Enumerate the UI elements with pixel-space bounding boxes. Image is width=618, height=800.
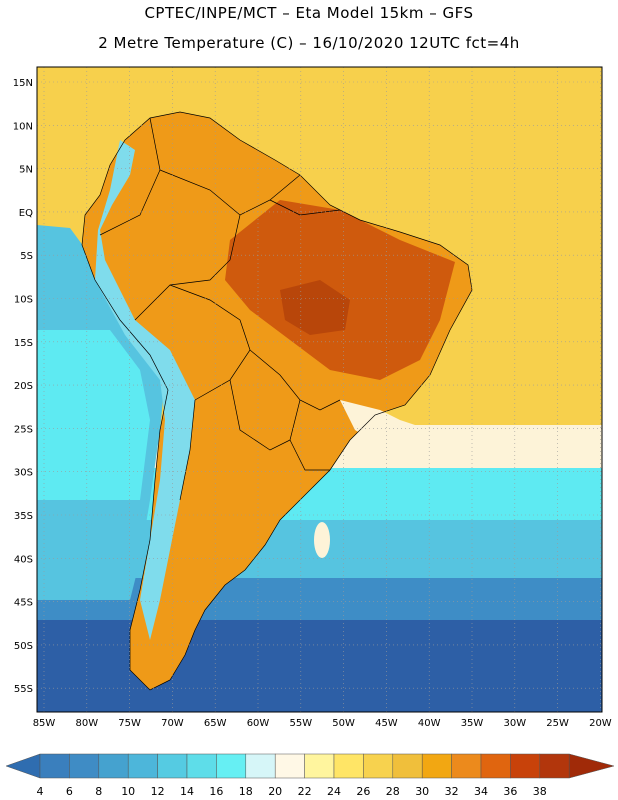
cool-anomaly-spot	[314, 522, 330, 558]
lat-label: 50S	[14, 641, 33, 652]
map-title-line1: CPTEC/INPE/MCT – Eta Model 15km – GFS	[144, 4, 474, 22]
colorbar-label: 16	[209, 785, 223, 798]
colorbar-segment	[421, 753, 452, 779]
colorbar-segment	[39, 753, 70, 779]
lon-label: 60W	[247, 718, 270, 729]
colorbar-label: 12	[151, 785, 165, 798]
lat-label: 55S	[14, 684, 33, 695]
lon-label: 85W	[33, 718, 56, 729]
temperature-colorbar: 4 6 8 10 12 14 16 18 20 22 24 26 28 30 32 34 36 38	[5, 753, 615, 798]
colorbar-segment	[245, 753, 276, 779]
colorbar-label: 8	[95, 785, 102, 798]
latitude-axis: 15N 10N 5N EQ 5S 10S 15S 20S 25S 30S 35S 40S 45S 50S 5…	[13, 78, 33, 695]
map-frame	[36, 66, 603, 713]
colorbar-segment	[304, 753, 335, 779]
colorbar-segment	[69, 753, 100, 779]
map-title-line2: 2 Metre Temperature (C) – 16/10/2020 12U…	[98, 34, 520, 52]
lon-label: 35W	[461, 718, 484, 729]
colorbar-label: 36	[503, 785, 517, 798]
colorbar-segment	[510, 753, 541, 779]
colorbar-segment	[98, 753, 129, 779]
lon-label: 80W	[75, 718, 98, 729]
colorbar-label: 26	[356, 785, 370, 798]
hottest-core-region	[280, 280, 350, 335]
colorbar-label: 38	[533, 785, 547, 798]
colorbar-segment	[157, 753, 188, 779]
lat-label: 35S	[14, 511, 33, 522]
colorbar-label: 4	[37, 785, 44, 798]
lat-label: 10N	[13, 121, 33, 132]
lat-label: 45S	[14, 598, 33, 609]
colorbar-segment	[186, 753, 217, 779]
lon-label: 30W	[503, 718, 526, 729]
colorbar-high-arrow	[568, 753, 615, 779]
colorbar-label: 20	[268, 785, 282, 798]
lat-label: 25S	[14, 424, 33, 435]
lat-label: EQ	[19, 208, 33, 219]
coastal-cool-strip	[340, 400, 440, 450]
colorbar-segment	[392, 753, 423, 779]
lat-label: 5S	[20, 251, 33, 262]
lon-label: 55W	[289, 718, 312, 729]
lat-label: 20S	[14, 381, 33, 392]
ocean-deep-band	[37, 620, 602, 712]
colorbar-segment	[363, 753, 394, 779]
longitude-axis: 85W 80W 75W 70W 65W 60W 55W 50W 45W 40W 35W 30W 25W 2…	[33, 718, 612, 729]
lat-label: 30S	[14, 468, 33, 479]
colorbar-label: 32	[445, 785, 459, 798]
lon-label: 40W	[418, 718, 441, 729]
colorbar-label: 22	[298, 785, 312, 798]
lat-label: 5N	[19, 165, 33, 176]
colorbar-segment	[216, 753, 247, 779]
lon-label: 70W	[161, 718, 184, 729]
colorbar-segment	[333, 753, 364, 779]
map-field	[37, 67, 602, 712]
colorbar-segment	[539, 753, 570, 779]
lat-label: 10S	[14, 295, 33, 306]
colorbar-label: 24	[327, 785, 341, 798]
colorbar-label: 14	[180, 785, 194, 798]
country-borders	[81, 111, 473, 691]
colorbar-label: 10	[121, 785, 135, 798]
colorbar-label: 18	[239, 785, 253, 798]
lon-label: 75W	[118, 718, 141, 729]
colorbar-segment	[451, 753, 482, 779]
colorbar-label: 6	[66, 785, 73, 798]
colorbar-segment	[127, 753, 158, 779]
colorbar-label: 34	[474, 785, 488, 798]
lat-label: 15S	[14, 338, 33, 349]
lat-label: 40S	[14, 554, 33, 565]
colorbar-low-arrow	[5, 753, 41, 779]
lon-label: 45W	[375, 718, 398, 729]
lat-label: 15N	[13, 78, 33, 89]
lon-label: 20W	[589, 718, 612, 729]
colorbar-segment	[274, 753, 305, 779]
colorbar-label: 28	[386, 785, 400, 798]
colorbar-label: 30	[415, 785, 429, 798]
lon-label: 50W	[332, 718, 355, 729]
ocean-pacific-light	[37, 330, 150, 500]
hot-interior-region	[225, 200, 455, 380]
colorbar-segment	[480, 753, 511, 779]
lon-label: 25W	[546, 718, 569, 729]
lon-label: 65W	[204, 718, 227, 729]
